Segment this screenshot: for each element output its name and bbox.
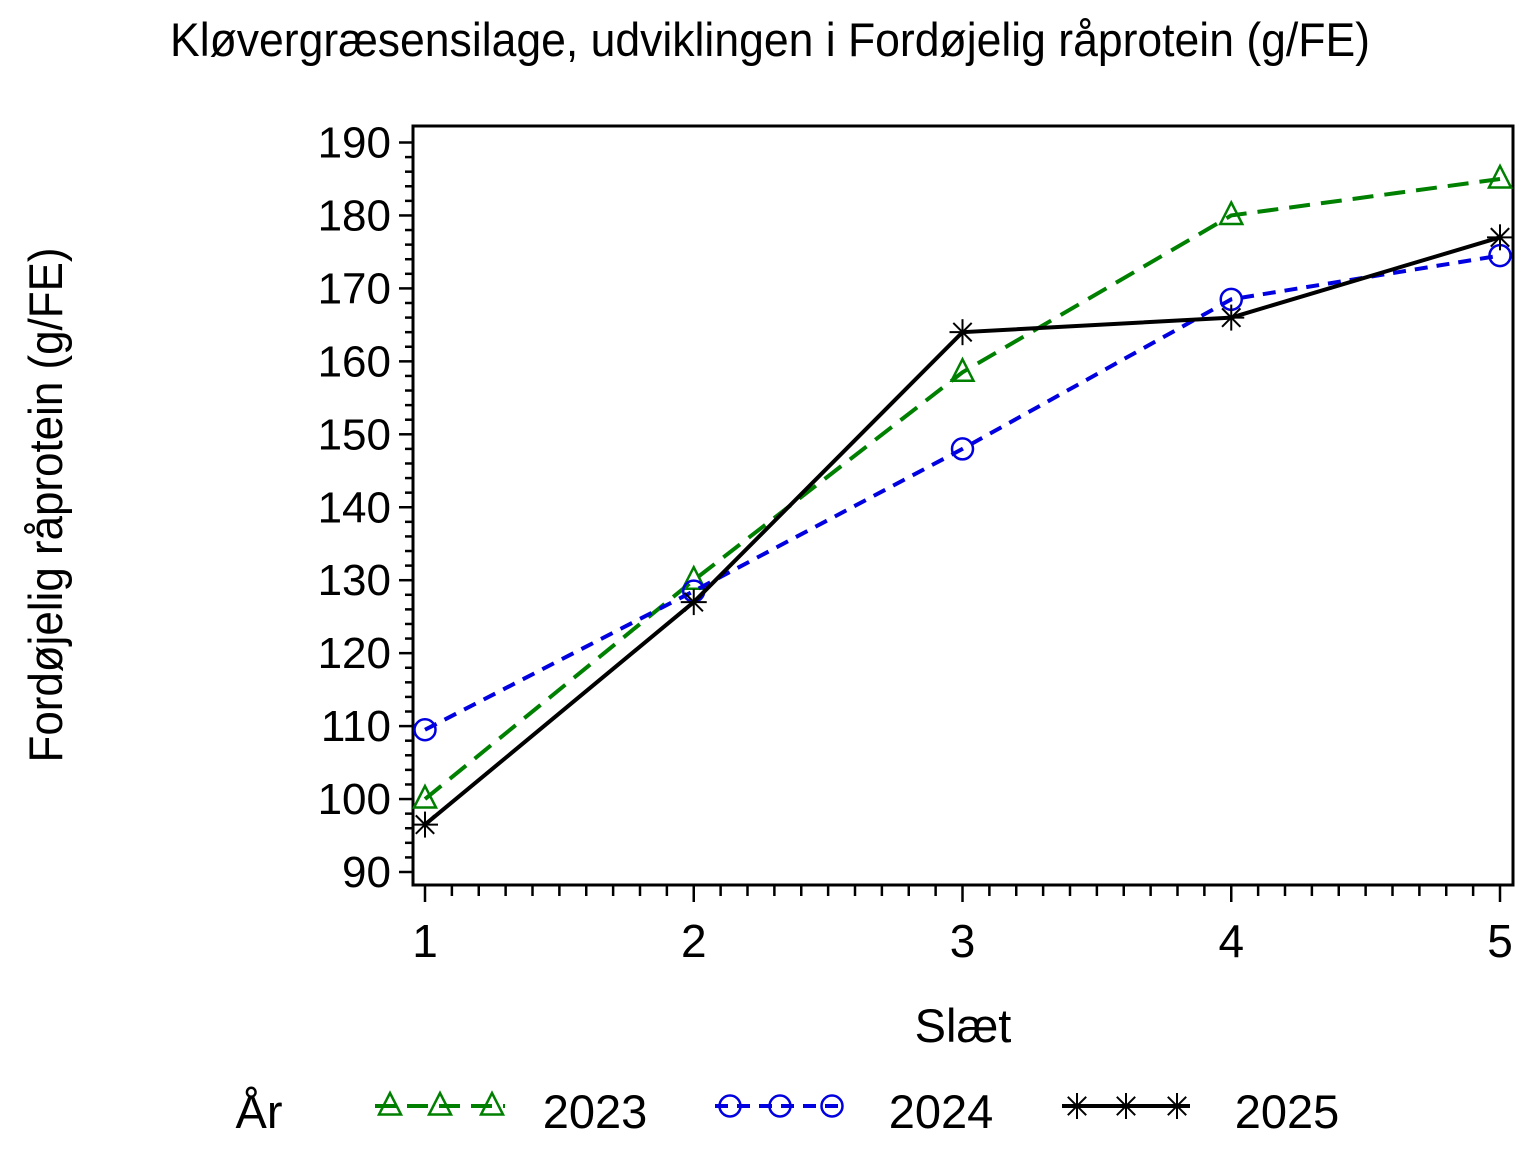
star-marker bbox=[1164, 1093, 1190, 1119]
y-tick-label: 180 bbox=[318, 191, 391, 240]
star-marker bbox=[1218, 304, 1245, 331]
y-tick-label: 130 bbox=[318, 556, 391, 605]
triangle-marker bbox=[426, 1090, 454, 1116]
circle-marker bbox=[820, 1094, 844, 1118]
legend-entry-2024: 2024 bbox=[715, 1085, 993, 1138]
legend: År 2023 2024 2025 bbox=[236, 1085, 1340, 1138]
series-line-2023 bbox=[423, 176, 1501, 801]
x-axis: 1 2 3 4 5 bbox=[412, 885, 1513, 967]
y-tick-label: 190 bbox=[318, 119, 391, 168]
legend-label: 2025 bbox=[1235, 1085, 1340, 1138]
legend-entry-2025: 2025 bbox=[1062, 1085, 1339, 1138]
legend-label: 2024 bbox=[889, 1085, 994, 1138]
circle-marker bbox=[950, 437, 975, 461]
chart-title: Kløvergræsensilage, udviklingen i Fordøj… bbox=[170, 13, 1370, 66]
triangle-marker bbox=[411, 783, 439, 809]
y-tick-label: 120 bbox=[318, 629, 391, 678]
y-axis: 90 100 110 120 130 140 150 160 170 180 190 bbox=[318, 119, 413, 897]
y-axis-label: Fordøjelig råprotein (g/FE) bbox=[19, 248, 72, 763]
plot-frame bbox=[411, 124, 1515, 887]
star-marker bbox=[1064, 1093, 1090, 1119]
circle-marker bbox=[718, 1094, 742, 1118]
star-marker bbox=[680, 589, 707, 616]
triangle-marker bbox=[1218, 199, 1245, 226]
x-tick-label: 5 bbox=[1487, 915, 1513, 967]
star-marker bbox=[1487, 224, 1513, 251]
y-tick-label: 170 bbox=[318, 264, 391, 313]
x-tick-label: 3 bbox=[950, 915, 976, 967]
legend-title: År bbox=[236, 1085, 283, 1138]
triangle-marker bbox=[949, 356, 976, 383]
x-tick-label: 4 bbox=[1218, 915, 1244, 967]
series-2025 bbox=[412, 224, 1513, 838]
y-tick-label: 90 bbox=[342, 848, 391, 897]
legend-entry-2023: 2023 bbox=[375, 1085, 647, 1138]
y-tick-label: 140 bbox=[318, 483, 391, 532]
x-tick-label: 1 bbox=[412, 915, 438, 967]
x-axis-label: Slæt bbox=[915, 999, 1012, 1052]
triangle-marker bbox=[1486, 163, 1514, 189]
triangle-marker bbox=[478, 1090, 506, 1116]
circle-marker bbox=[768, 1094, 792, 1118]
y-tick-label: 110 bbox=[321, 702, 391, 751]
triangle-marker bbox=[680, 564, 707, 590]
star-marker bbox=[412, 811, 438, 838]
legend-label: 2023 bbox=[543, 1085, 648, 1138]
y-tick-label: 160 bbox=[318, 337, 391, 386]
circle-marker bbox=[413, 717, 437, 742]
triangle-marker bbox=[376, 1090, 404, 1116]
series-2023 bbox=[411, 163, 1514, 809]
star-marker bbox=[1113, 1093, 1139, 1119]
x-tick-label: 2 bbox=[681, 915, 707, 967]
series-line-2024 bbox=[424, 253, 1501, 732]
y-tick-label: 100 bbox=[318, 775, 391, 824]
star-marker bbox=[949, 319, 976, 346]
y-tick-label: 150 bbox=[318, 410, 391, 459]
